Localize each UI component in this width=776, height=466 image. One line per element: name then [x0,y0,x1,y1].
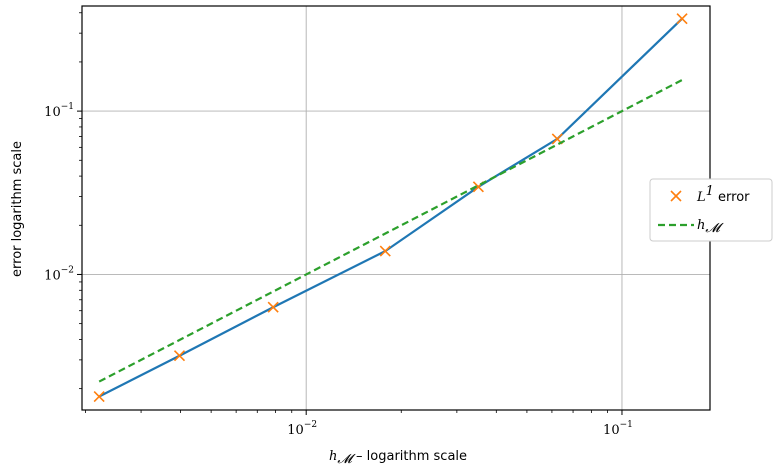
point-stroke-b [676,13,688,25]
y-tick-label-0: 10−2 [44,265,74,283]
series-h-m-line [98,79,683,383]
series-layer [93,13,688,403]
y-axis-label: error logarithm scale [10,141,25,277]
legend-label-h-m: h𝓜 [697,218,724,236]
x-axis-label-math: h [329,449,337,464]
series-l1-error-line [98,17,683,398]
series-l1-error-point-0 [93,390,105,403]
y-tick-label-1: 10−1 [44,102,74,120]
series-l1-error-point-2 [267,301,279,313]
point-stroke-b [267,301,279,313]
point-stroke-b [551,133,563,145]
legend-marker-l1-error [670,190,682,202]
x-axis-label: h𝓜 – logarithm scale [329,449,467,466]
series-l1-error-point-6 [676,13,688,25]
x-axis-label-text: – logarithm scale [352,449,467,464]
legend: L1 error h𝓜 [649,178,773,242]
x-tick-label-0: 10−2 [287,420,317,438]
point-stroke-b [173,350,186,362]
plot-frame [81,5,711,411]
series-l1-error-point-3 [379,245,391,257]
point-stroke-b [379,245,391,257]
x-tick-label-1: 10−1 [603,420,633,438]
legend-label-l1-error: L1 error [696,184,750,205]
point-stroke-b [93,390,105,403]
series-l1-error-point-1 [173,350,186,362]
axis-ticks: 10−2 10−1 10−2 10−1 [44,12,633,438]
x-axis-label-sub: 𝓜 [337,452,356,466]
grid-lines [82,6,710,410]
